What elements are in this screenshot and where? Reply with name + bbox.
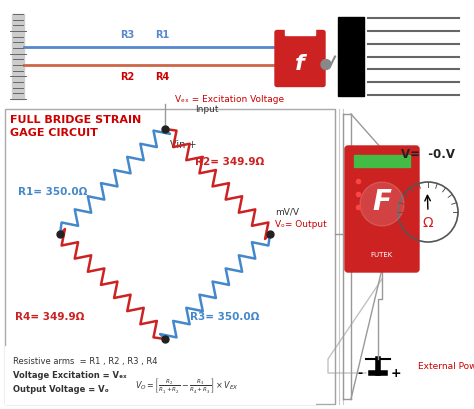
Text: Output Voltage = Vₒ: Output Voltage = Vₒ <box>13 384 109 393</box>
Text: R3= 350.0Ω: R3= 350.0Ω <box>190 311 259 321</box>
Bar <box>388 135 468 254</box>
Text: R2= 349.9Ω: R2= 349.9Ω <box>195 157 264 166</box>
Text: -: - <box>357 366 363 379</box>
Bar <box>5 346 315 404</box>
Text: Vin +: Vin + <box>170 139 197 150</box>
Circle shape <box>360 182 404 227</box>
Text: Input: Input <box>195 105 219 114</box>
Text: GAGE CIRCUIT: GAGE CIRCUIT <box>10 128 98 138</box>
Text: Vin -: Vin - <box>170 351 192 361</box>
Text: $V_O = \left[\frac{R_2}{R_1+R_2} - \frac{R_3}{R_4+R_3}\right] \times V_{EX}$: $V_O = \left[\frac{R_2}{R_1+R_2} - \frac… <box>135 376 239 395</box>
Bar <box>5 110 335 404</box>
Text: R1= 350.0Ω: R1= 350.0Ω <box>18 187 87 196</box>
Text: FUTEK: FUTEK <box>371 252 393 257</box>
FancyBboxPatch shape <box>345 147 419 272</box>
Text: Vₒ= Output: Vₒ= Output <box>275 220 327 229</box>
Text: mV/V: mV/V <box>275 207 299 216</box>
FancyBboxPatch shape <box>275 31 325 87</box>
Text: R4= 349.9Ω: R4= 349.9Ω <box>15 311 84 321</box>
Bar <box>12 15 24 100</box>
Text: R4: R4 <box>155 71 169 81</box>
Text: +: + <box>391 366 401 379</box>
Text: External Power Supply: External Power Supply <box>418 362 474 371</box>
Text: V=  -0.V: V= -0.V <box>401 148 455 161</box>
Bar <box>335 13 465 102</box>
Text: FULL BRIDGE STRAIN: FULL BRIDGE STRAIN <box>10 115 141 125</box>
Text: R3: R3 <box>120 29 134 39</box>
Text: Voltage Excitation = Vₑₓ: Voltage Excitation = Vₑₓ <box>13 370 127 379</box>
Text: Vₑₓ = Excitation Voltage: Vₑₓ = Excitation Voltage <box>175 95 284 104</box>
Text: f: f <box>295 53 305 73</box>
Bar <box>338 18 364 97</box>
Circle shape <box>321 61 331 70</box>
Text: Ω: Ω <box>423 216 433 229</box>
Bar <box>354 155 410 168</box>
Text: F: F <box>373 188 392 216</box>
Text: Resistive arms  = R1 , R2 , R3 , R4: Resistive arms = R1 , R2 , R3 , R4 <box>13 356 157 365</box>
Bar <box>285 25 315 36</box>
Text: R2: R2 <box>120 71 134 81</box>
Text: R1: R1 <box>155 29 169 39</box>
